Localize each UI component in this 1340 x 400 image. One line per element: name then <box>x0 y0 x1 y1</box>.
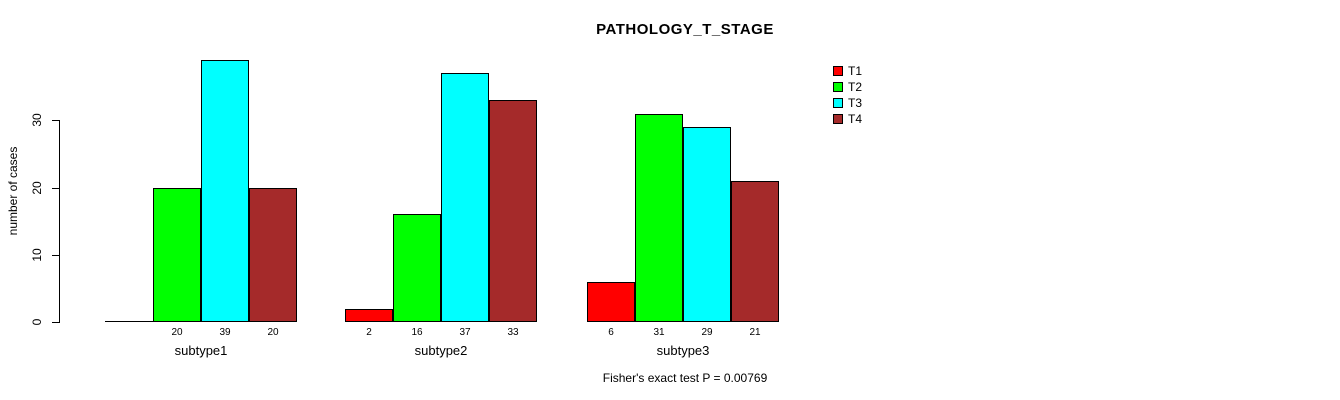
bar-t4-subtype2 <box>489 100 537 322</box>
bar-t2-subtype1 <box>153 188 201 322</box>
bar-value-label: 39 <box>219 327 231 338</box>
bar-value-label: 33 <box>507 327 519 338</box>
bar-value-label: 6 <box>608 327 614 338</box>
bar-t1-subtype3 <box>587 282 635 322</box>
annotation-fisher-test: Fisher's exact test P = 0.00769 <box>602 371 768 385</box>
bar-t3-subtype1 <box>201 60 249 322</box>
bar-value-label: 2 <box>366 327 372 338</box>
legend-swatch-t2 <box>833 82 843 92</box>
legend-label: T1 <box>848 64 863 78</box>
legend-swatch-t3 <box>833 98 843 108</box>
legend-swatch-t1 <box>833 66 843 76</box>
bar-t1-subtype2 <box>345 309 393 322</box>
bar-t2-subtype2 <box>393 214 441 322</box>
y-tick-label: 30 <box>30 113 44 127</box>
bar-value-label: 20 <box>267 327 279 338</box>
category-label-subtype3: subtype3 <box>656 343 710 358</box>
y-tick-mark <box>52 120 59 121</box>
legend-swatch-t4 <box>833 114 843 124</box>
bar-value-label: 31 <box>653 327 665 338</box>
legend-label: T4 <box>848 112 863 126</box>
bar-t3-subtype2 <box>441 73 489 322</box>
y-tick-label: 0 <box>30 318 44 326</box>
category-label-subtype1: subtype1 <box>174 343 228 358</box>
bar-value-label: 16 <box>411 327 423 338</box>
bar-value-label: 29 <box>701 327 713 338</box>
y-tick-mark <box>52 322 59 323</box>
legend-item-t4: T4 <box>833 111 862 127</box>
bar-t4-subtype3 <box>731 181 779 322</box>
legend-label: T2 <box>848 80 863 94</box>
bar-value-label: 37 <box>459 327 471 338</box>
legend-item-t1: T1 <box>833 63 862 79</box>
y-tick-label: 10 <box>30 248 44 262</box>
bar-t2-subtype3 <box>635 114 683 322</box>
bar-t1-subtype1 <box>105 321 153 322</box>
category-label-subtype2: subtype2 <box>414 343 468 358</box>
y-tick-label: 20 <box>30 181 44 195</box>
legend: T1 T2 T3 T4 <box>833 63 862 127</box>
bar-value-label: 20 <box>171 327 183 338</box>
y-axis-line <box>59 120 60 323</box>
y-tick-mark <box>52 188 59 189</box>
chart-title: PATHOLOGY_T_STAGE <box>596 21 774 38</box>
bar-t4-subtype1 <box>249 188 297 322</box>
legend-item-t3: T3 <box>833 95 862 111</box>
legend-item-t2: T2 <box>833 79 862 95</box>
bar-value-label: 21 <box>749 327 761 338</box>
bar-t3-subtype3 <box>683 127 731 322</box>
y-tick-mark <box>52 255 59 256</box>
legend-label: T3 <box>848 96 863 110</box>
